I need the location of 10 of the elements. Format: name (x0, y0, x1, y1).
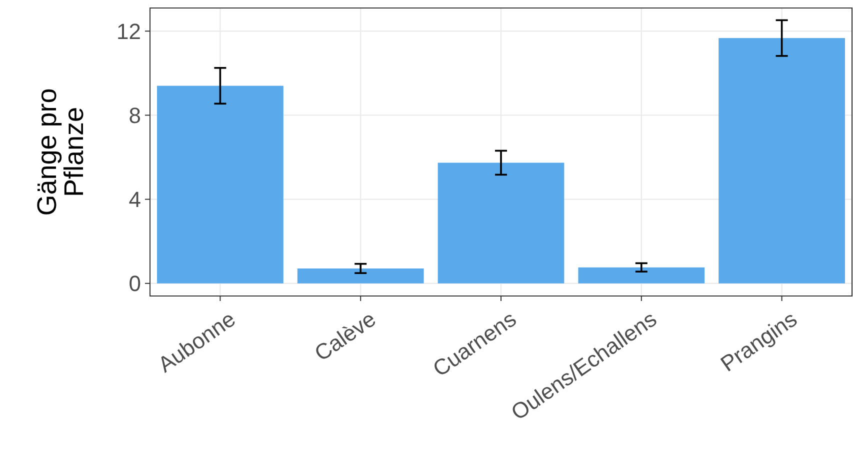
bar (718, 38, 845, 284)
y-axis-title: Gänge pro Pflanze (32, 88, 89, 216)
y-tick-label: 0 (128, 271, 141, 296)
bar (578, 267, 705, 284)
y-tick-label: 12 (116, 18, 141, 44)
y-tick-label: 8 (128, 102, 141, 128)
bar (438, 162, 564, 284)
bar (157, 86, 284, 284)
bar (297, 268, 424, 284)
y-tick-label: 4 (128, 187, 141, 212)
